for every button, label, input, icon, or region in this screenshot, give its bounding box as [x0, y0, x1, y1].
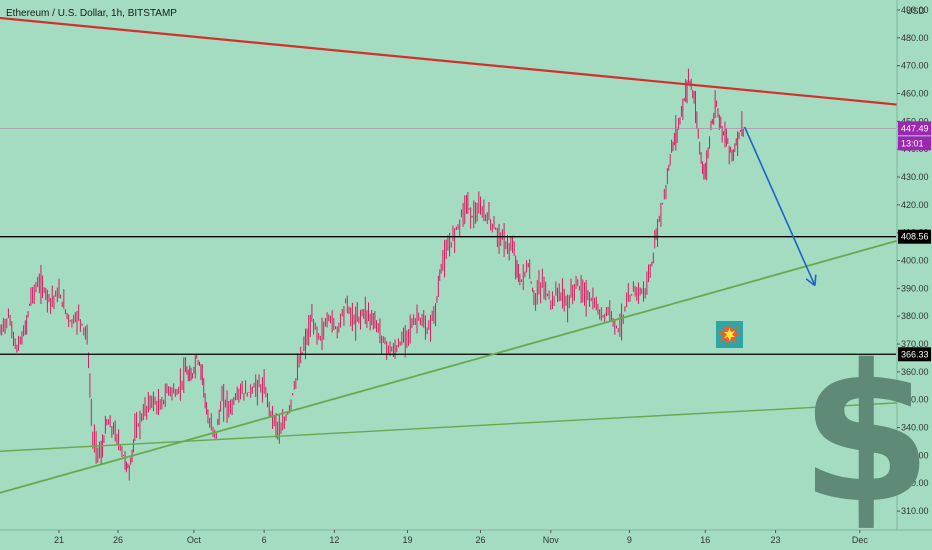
- time-tick-label: 6: [262, 535, 267, 545]
- chart-title: Ethereum / U.S. Dollar, 1h, BITSTAMP: [6, 8, 177, 19]
- rising-support-trendline[interactable]: [0, 224, 932, 500]
- time-tick-label: 23: [771, 535, 781, 545]
- resistance-trendline[interactable]: [0, 16, 932, 111]
- time-tick-label: 12: [329, 535, 339, 545]
- time-tick-label: 19: [402, 535, 412, 545]
- price-tick-label: 390.00: [901, 283, 929, 293]
- level-tag-upper: 408.56: [901, 232, 929, 242]
- price-axis: 310.00 320.00 330.00 340.00 350.00 360.00 370.…: [896, 0, 932, 550]
- price-tick-label: 340.00: [901, 423, 929, 433]
- projection-arrow-head: [814, 274, 817, 286]
- price-tick-label: 430.00: [901, 172, 929, 182]
- level-tag-upper-bg: [898, 229, 931, 244]
- price-tick-label: 490.00: [901, 5, 929, 15]
- price-tick-label: 320.00: [901, 478, 929, 488]
- level-tag-lower: 366.33: [901, 349, 929, 359]
- dollar-sign-icon: $: [800, 324, 932, 545]
- projection-arrow[interactable]: [743, 126, 816, 286]
- price-tick-label: 330.00: [901, 450, 929, 460]
- current-price-tag: 447.49: [901, 123, 929, 133]
- currency-label[interactable]: USD: [906, 6, 926, 16]
- time-axis: 21 26 Oct 6 12 19 26 Nov 9 16 23 Dec: [0, 529, 932, 545]
- time-tick-label: Oct: [187, 535, 202, 545]
- time-tick-label: 9: [627, 535, 632, 545]
- price-tick-label: 460.00: [901, 89, 929, 99]
- trendlines-layer: [0, 16, 932, 500]
- price-axis-background: [897, 0, 932, 550]
- candles-layer: [0, 68, 744, 481]
- price-tick-label: 470.00: [901, 61, 929, 71]
- time-tick-label: 21: [54, 535, 64, 545]
- explosion-emoji-icon: [716, 321, 743, 348]
- countdown-tag-bg: [898, 136, 931, 151]
- price-tick-label: 360.00: [901, 367, 929, 377]
- countdown-tag: 13:01: [901, 138, 924, 148]
- level-tag-lower-bg: [898, 347, 931, 362]
- time-tick-label: Nov: [543, 535, 560, 545]
- price-tick-label: 480.00: [901, 33, 929, 43]
- time-tick-label: 26: [113, 535, 123, 545]
- time-tick-label: 26: [476, 535, 486, 545]
- projection-arrow-head: [805, 278, 816, 287]
- price-tick-label: 420.00: [901, 200, 929, 210]
- price-tick-label: 350.00: [901, 395, 929, 405]
- time-tick-label: 16: [700, 535, 710, 545]
- price-tick-label: 310.00: [901, 506, 929, 516]
- current-price-tag-bg: [898, 121, 931, 136]
- price-tags: 447.49 13:01 408.56 366.33: [898, 121, 931, 362]
- price-tick-label: 370.00: [901, 339, 929, 349]
- price-tick-label: 380.00: [901, 311, 929, 321]
- price-tick-label: 400.00: [901, 256, 929, 266]
- time-tick-label: Dec: [852, 535, 869, 545]
- long-support-trendline[interactable]: [0, 400, 932, 453]
